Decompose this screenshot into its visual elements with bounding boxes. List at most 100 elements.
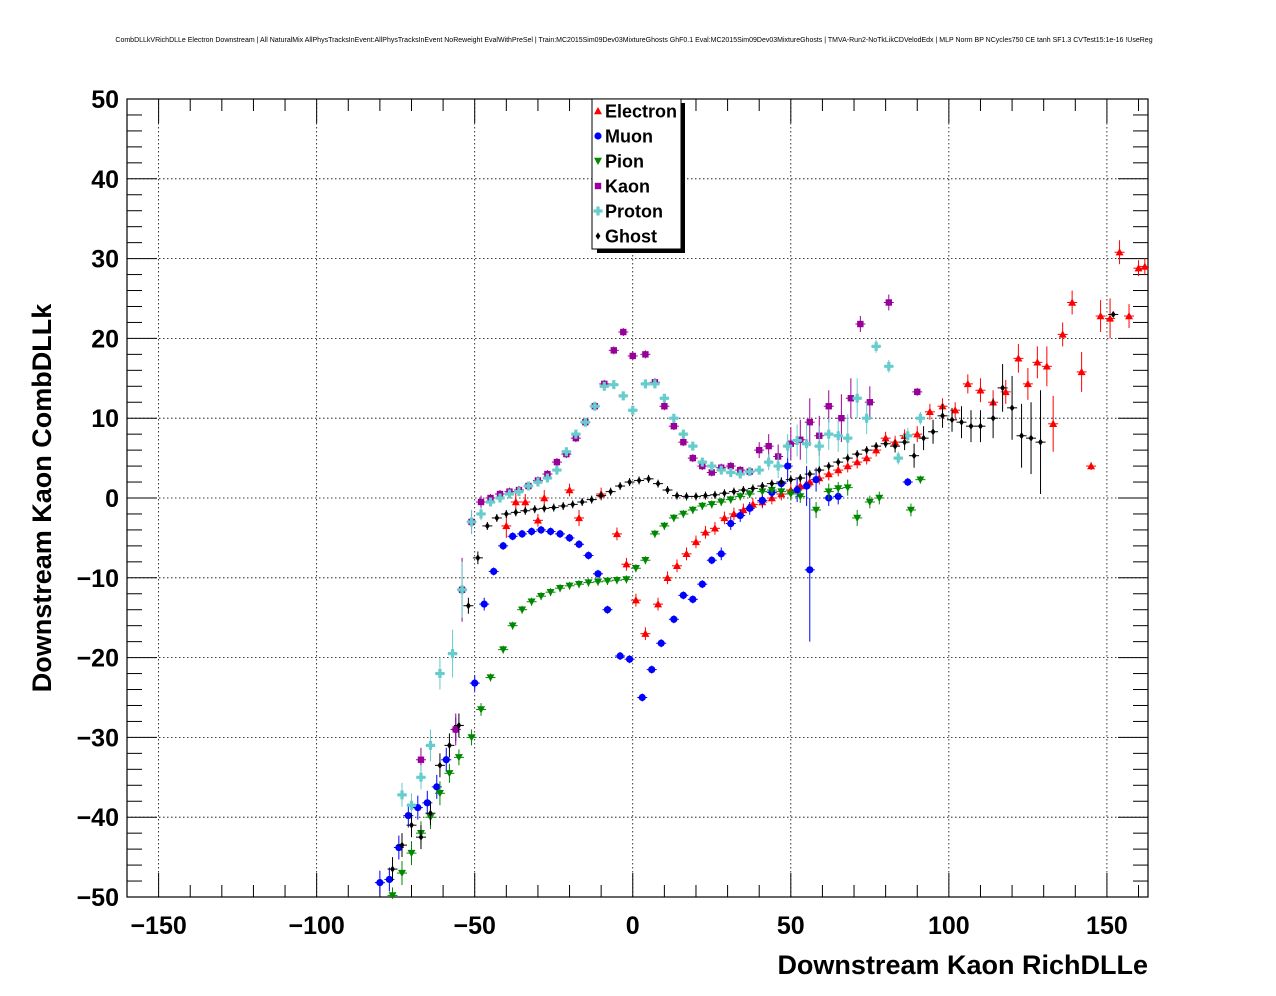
x-tick-label: 150 — [1086, 912, 1128, 940]
data-point — [911, 452, 917, 460]
data-point — [565, 534, 574, 542]
legend-marker — [594, 157, 602, 165]
data-point — [397, 790, 407, 800]
data-point — [1115, 248, 1124, 256]
data-point — [921, 434, 926, 442]
data-point — [575, 540, 583, 548]
data-point — [925, 407, 934, 416]
data-point — [669, 413, 679, 423]
data-point — [968, 422, 974, 430]
series-pion — [387, 475, 926, 900]
data-point — [736, 511, 744, 520]
y-tick-label: 50 — [91, 86, 119, 114]
data-point — [1033, 358, 1042, 366]
data-point — [784, 462, 792, 470]
data-point — [494, 514, 500, 522]
data-point — [527, 598, 536, 606]
data-point — [660, 522, 669, 530]
data-point — [990, 414, 996, 422]
data-point — [546, 527, 555, 536]
data-point — [871, 341, 881, 351]
data-point — [376, 879, 384, 887]
data-point — [736, 493, 745, 501]
data-point — [406, 800, 416, 810]
data-point — [409, 821, 414, 829]
data-point — [523, 481, 533, 491]
data-point — [1096, 312, 1105, 320]
data-point — [416, 772, 426, 782]
data-point — [622, 576, 631, 584]
y-tick-label: −30 — [77, 724, 119, 752]
data-point — [726, 496, 735, 504]
y-tick-label: −50 — [77, 884, 119, 912]
data-point — [670, 615, 678, 623]
data-point — [448, 649, 458, 659]
data-point — [399, 841, 405, 849]
legend-label: Kaon — [605, 177, 650, 197]
data-point — [475, 554, 481, 562]
data-point — [502, 521, 511, 530]
data-point — [838, 415, 845, 422]
data-point — [648, 665, 656, 674]
data-point — [390, 865, 395, 873]
data-point — [720, 513, 729, 522]
data-point — [693, 492, 699, 501]
data-point — [1019, 432, 1024, 440]
data-point — [467, 734, 476, 742]
data-point — [881, 434, 890, 442]
data-point — [477, 706, 486, 714]
data-point — [834, 485, 843, 493]
series-proton — [397, 339, 926, 818]
data-point — [843, 462, 852, 470]
legend-label: Electron — [605, 102, 677, 122]
data-point — [853, 514, 862, 522]
data-point — [1014, 354, 1023, 362]
data-point — [1023, 379, 1032, 388]
data-point — [1134, 264, 1143, 272]
data-point — [1001, 387, 1010, 396]
data-point — [628, 405, 638, 415]
data-point — [885, 299, 892, 306]
data-point — [553, 458, 561, 466]
x-tick-label: 0 — [626, 912, 640, 940]
data-point — [575, 513, 584, 522]
data-point — [688, 506, 697, 514]
data-point — [584, 551, 593, 560]
data-point — [575, 580, 584, 589]
data-point — [873, 442, 879, 450]
data-point — [521, 497, 530, 506]
data-point — [949, 416, 955, 424]
data-point — [716, 465, 726, 475]
data-point — [471, 679, 479, 687]
data-point — [388, 892, 397, 900]
data-point — [1000, 384, 1005, 392]
data-point — [833, 431, 843, 441]
data-point — [845, 454, 851, 462]
y-tick-label: 30 — [91, 246, 119, 274]
data-point — [447, 741, 452, 749]
data-point — [437, 761, 443, 769]
data-point — [418, 833, 424, 841]
data-point — [560, 502, 566, 510]
data-point — [786, 490, 795, 499]
data-point — [959, 418, 964, 426]
data-point — [765, 442, 772, 450]
data-point — [701, 528, 710, 536]
data-point — [641, 629, 650, 637]
data-point — [745, 490, 754, 499]
data-point — [976, 386, 985, 394]
data-point — [509, 532, 517, 540]
data-point — [533, 516, 542, 524]
data-point — [407, 849, 416, 858]
data-point — [503, 510, 509, 518]
data-point — [689, 595, 697, 603]
data-point — [490, 567, 498, 576]
data-point — [584, 579, 593, 587]
x-tick-labels: −150 −100 −50 0 50 100 150 — [130, 912, 1127, 940]
data-point — [629, 352, 636, 360]
data-point — [618, 391, 628, 401]
data-point — [1009, 404, 1015, 412]
data-point — [593, 578, 602, 586]
data-point — [812, 476, 820, 484]
